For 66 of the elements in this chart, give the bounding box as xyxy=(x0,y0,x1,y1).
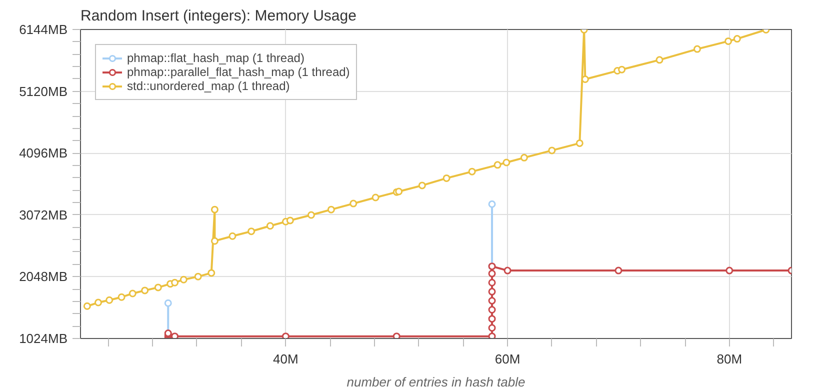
point xyxy=(350,200,358,208)
point xyxy=(248,228,256,236)
point xyxy=(733,35,741,43)
legend-label: phmap::flat_hash_map (1 thread) xyxy=(127,51,304,65)
point xyxy=(488,278,496,286)
point xyxy=(488,200,496,208)
point xyxy=(488,324,496,332)
point xyxy=(614,266,622,274)
point xyxy=(210,206,218,214)
point xyxy=(548,146,556,154)
point xyxy=(581,75,589,83)
point xyxy=(327,206,335,214)
point xyxy=(488,306,496,314)
point xyxy=(171,332,179,338)
point xyxy=(141,286,149,294)
legend-label: phmap::parallel_flat_hash_map (1 thread) xyxy=(127,65,350,79)
point xyxy=(395,188,403,196)
point xyxy=(286,216,294,224)
point xyxy=(154,284,162,292)
point xyxy=(494,161,502,169)
x-axis-title: number of entries in hash table xyxy=(346,374,526,390)
point xyxy=(282,332,290,338)
y-tick-label: 3072MB xyxy=(19,207,68,222)
point xyxy=(442,174,450,182)
point xyxy=(180,276,188,284)
point xyxy=(520,154,528,162)
point xyxy=(106,296,114,304)
point xyxy=(228,232,236,240)
x-tick-label: 60M xyxy=(494,352,520,366)
legend-label: std::unordered_map (1 thread) xyxy=(127,79,290,93)
point xyxy=(194,272,202,280)
point xyxy=(504,266,512,274)
point xyxy=(488,296,496,304)
point xyxy=(724,37,732,45)
point xyxy=(618,66,626,74)
x-tick-label: 80M xyxy=(716,352,742,366)
chart-title: Random Insert (integers): Memory Usage xyxy=(80,8,356,24)
point xyxy=(128,290,136,298)
point xyxy=(171,278,179,286)
point xyxy=(164,299,172,307)
point xyxy=(488,315,496,323)
point xyxy=(266,222,274,230)
y-tick-label: 6144MB xyxy=(19,22,68,37)
point xyxy=(418,182,426,190)
point xyxy=(656,56,664,64)
point xyxy=(208,269,216,277)
point xyxy=(392,332,400,338)
point xyxy=(94,298,102,306)
y-tick-label: 2048MB xyxy=(19,269,68,284)
y-tick-label: 4096MB xyxy=(19,146,68,161)
point xyxy=(307,211,315,219)
y-tick-label: 5120MB xyxy=(19,84,68,99)
x-tick-label: 40M xyxy=(273,352,298,366)
point xyxy=(488,270,496,278)
point xyxy=(488,288,496,296)
point xyxy=(83,302,91,310)
point xyxy=(693,45,701,53)
point xyxy=(488,332,496,338)
point xyxy=(726,266,734,274)
point xyxy=(468,168,476,176)
point xyxy=(502,158,510,166)
point xyxy=(118,293,126,301)
point xyxy=(372,194,380,202)
y-tick-label: 1024MB xyxy=(19,331,68,346)
point xyxy=(576,139,584,147)
point xyxy=(210,237,218,245)
